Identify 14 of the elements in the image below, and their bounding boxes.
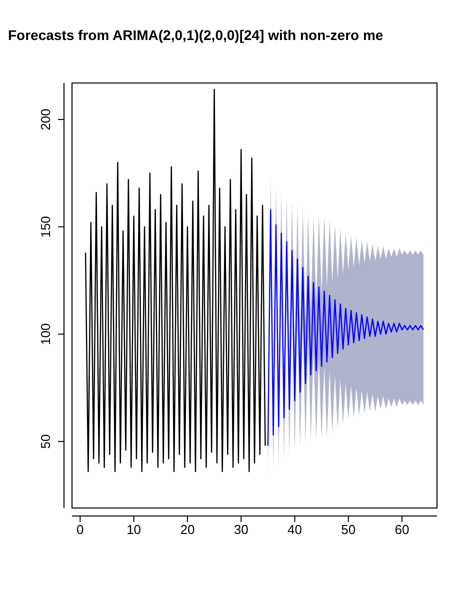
y-tick-label: 100 [38,323,53,345]
line-series [84,88,266,472]
x-tick-label: 50 [341,522,356,538]
y-tick-label: 50 [38,434,53,449]
x-tick-label: 10 [126,522,142,538]
line-series [267,209,424,446]
x-tick-label: 60 [394,522,410,538]
x-tick-label: 30 [234,522,248,538]
chart-title: Forecasts from ARIMA(2,0,1)(2,0,0)[24] with non-zero me [8,27,384,43]
x-tick-label: 0 [76,522,84,538]
y-tick-label: 200 [38,108,53,130]
x-tick-label: 20 [180,522,195,538]
x-tick-label: 40 [288,522,302,538]
y-tick-label: 150 [38,216,53,238]
